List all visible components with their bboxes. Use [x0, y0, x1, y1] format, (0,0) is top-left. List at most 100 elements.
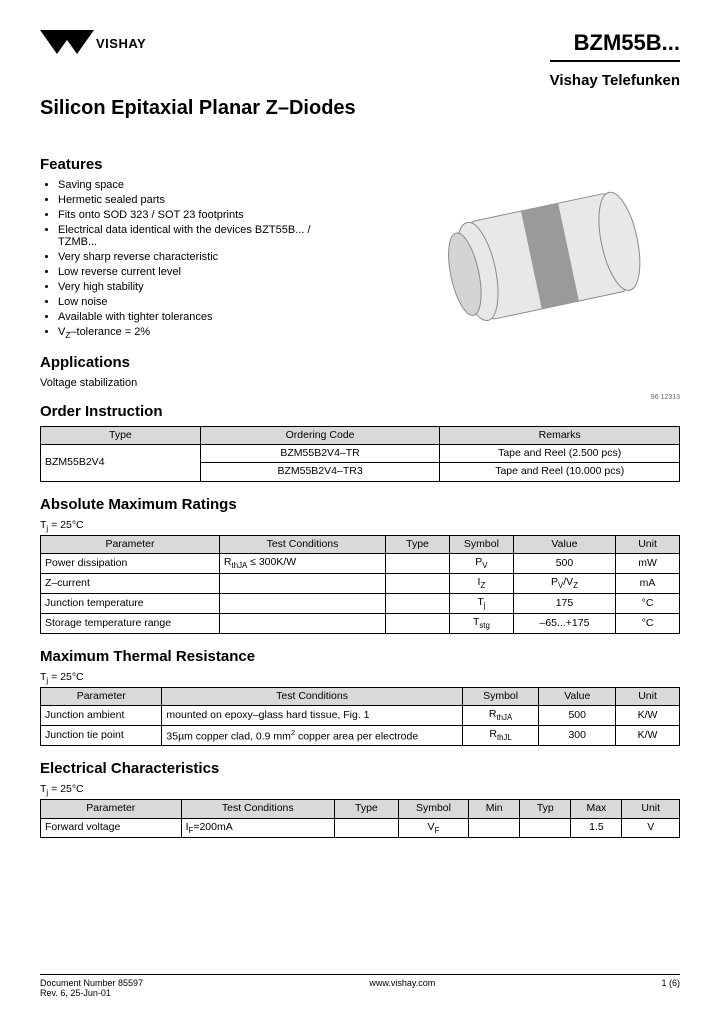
table-cell: PV: [449, 553, 513, 573]
table-cell: mA: [616, 573, 680, 593]
table-row: BZM55B2V4BZM55B2V4–TRTape and Reel (2.50…: [41, 445, 680, 463]
elec-heading: Electrical Characteristics: [40, 760, 680, 777]
table-cell: Tape and Reel (10.000 pcs): [440, 463, 680, 481]
elec-table: ParameterTest ConditionsTypeSymbolMinTyp…: [40, 799, 680, 838]
feature-item: Electrical data identical with the devic…: [58, 224, 338, 248]
table-cell: RthJL: [462, 725, 539, 746]
feature-item: Low noise: [58, 296, 338, 308]
table-cell: [386, 573, 450, 593]
elec-condition: Tj = 25°C: [40, 783, 680, 797]
feature-item: Very sharp reverse characteristic: [58, 251, 338, 263]
table-cell: Z–current: [41, 573, 220, 593]
table-header: Min: [469, 800, 520, 818]
features-heading: Features: [40, 156, 340, 173]
thermal-heading: Maximum Thermal Resistance: [40, 648, 680, 665]
table-cell: Junction temperature: [41, 593, 220, 613]
absmax-condition: Tj = 25°C: [40, 519, 680, 533]
table-cell: 175: [513, 593, 615, 613]
table-header: Symbol: [398, 800, 468, 818]
table-cell: K/W: [616, 725, 680, 746]
feature-item: Hermetic sealed parts: [58, 194, 338, 206]
thermal-table: ParameterTest ConditionsSymbolValueUnitJ…: [40, 687, 680, 747]
feature-item: Available with tighter tolerances: [58, 311, 338, 323]
table-cell: RthJA: [462, 705, 539, 725]
table-header: Test Conditions: [162, 687, 462, 705]
table-cell: IF=200mA: [181, 818, 334, 838]
table-header: Value: [539, 687, 616, 705]
part-number: BZM55B...: [550, 30, 680, 56]
table-cell: –65...+175: [513, 613, 615, 633]
vishay-logomark-icon: [40, 30, 94, 56]
vishay-logo-text: VISHAY: [96, 36, 146, 51]
table-cell: [219, 573, 385, 593]
order-table: TypeOrdering CodeRemarksBZM55B2V4BZM55B2…: [40, 426, 680, 481]
table-cell: mounted on epoxy–glass hard tissue, Fig.…: [162, 705, 462, 725]
page-title: Silicon Epitaxial Planar Z–Diodes: [40, 97, 680, 120]
table-cell: [520, 818, 571, 838]
table-cell: Storage temperature range: [41, 613, 220, 633]
table-cell: BZM55B2V4: [41, 445, 201, 481]
table-cell: VF: [398, 818, 468, 838]
table-cell: Tape and Reel (2.500 pcs): [440, 445, 680, 463]
table-cell: Junction ambient: [41, 705, 162, 725]
table-cell: PV/VZ: [513, 573, 615, 593]
table-cell: Tstg: [449, 613, 513, 633]
table-cell: 500: [513, 553, 615, 573]
table-cell: Forward voltage: [41, 818, 182, 838]
table-header: Type: [41, 427, 201, 445]
order-heading: Order Instruction: [40, 403, 680, 420]
absmax-heading: Absolute Maximum Ratings: [40, 496, 680, 513]
feature-item: Saving space: [58, 179, 338, 191]
footer-url: www.vishay.com: [143, 978, 661, 998]
table-row: Junction ambientmounted on epoxy–glass h…: [41, 705, 680, 725]
footer-rev: Rev. 6, 25-Jun-01: [40, 988, 143, 998]
table-cell: Power dissipation: [41, 553, 220, 573]
table-cell: [219, 613, 385, 633]
footer-left: Document Number 85597 Rev. 6, 25-Jun-01: [40, 978, 143, 998]
vishay-logo: VISHAY: [40, 30, 146, 56]
table-cell: 35µm copper clad, 0.9 mm2 copper area pe…: [162, 725, 462, 746]
drawing-caption: 96 12313: [651, 394, 680, 401]
table-cell: IZ: [449, 573, 513, 593]
table-cell: °C: [616, 593, 680, 613]
table-row: Power dissipationRthJA ≤ 300K/WPV500mW: [41, 553, 680, 573]
thermal-condition: Tj = 25°C: [40, 671, 680, 685]
table-header: Value: [513, 535, 615, 553]
table-cell: 500: [539, 705, 616, 725]
table-header: Parameter: [41, 535, 220, 553]
table-header: Remarks: [440, 427, 680, 445]
feature-item: Very high stability: [58, 281, 338, 293]
table-cell: BZM55B2V4–TR: [200, 445, 440, 463]
package-drawing-icon: [420, 162, 670, 342]
page-footer: Document Number 85597 Rev. 6, 25-Jun-01 …: [40, 974, 680, 998]
table-row: Storage temperature range Tstg–65...+175°…: [41, 613, 680, 633]
table-header: Ordering Code: [200, 427, 440, 445]
table-cell: V: [622, 818, 680, 838]
table-row: Junction tie point35µm copper clad, 0.9 …: [41, 725, 680, 746]
table-header: Test Conditions: [181, 800, 334, 818]
absmax-table: ParameterTest ConditionsTypeSymbolValueU…: [40, 535, 680, 634]
table-header: Type: [386, 535, 450, 553]
table-header: Type: [334, 800, 398, 818]
table-cell: 1.5: [571, 818, 622, 838]
table-header: Parameter: [41, 687, 162, 705]
applications-heading: Applications: [40, 354, 340, 371]
table-cell: [469, 818, 520, 838]
sub-brand: Vishay Telefunken: [550, 72, 680, 89]
table-cell: [386, 553, 450, 573]
page-header: VISHAY BZM55B... Vishay Telefunken: [40, 30, 680, 89]
table-cell: [386, 593, 450, 613]
header-rule: [550, 60, 680, 62]
table-cell: Tj: [449, 593, 513, 613]
footer-page: 1 (6): [661, 978, 680, 998]
table-header: Typ: [520, 800, 571, 818]
table-cell: RthJA ≤ 300K/W: [219, 553, 385, 573]
table-cell: 300: [539, 725, 616, 746]
footer-docnum: Document Number 85597: [40, 978, 143, 988]
table-cell: [334, 818, 398, 838]
table-header: Unit: [622, 800, 680, 818]
table-header: Test Conditions: [219, 535, 385, 553]
table-cell: K/W: [616, 705, 680, 725]
table-cell: °C: [616, 613, 680, 633]
table-row: Junction temperature Tj175°C: [41, 593, 680, 613]
